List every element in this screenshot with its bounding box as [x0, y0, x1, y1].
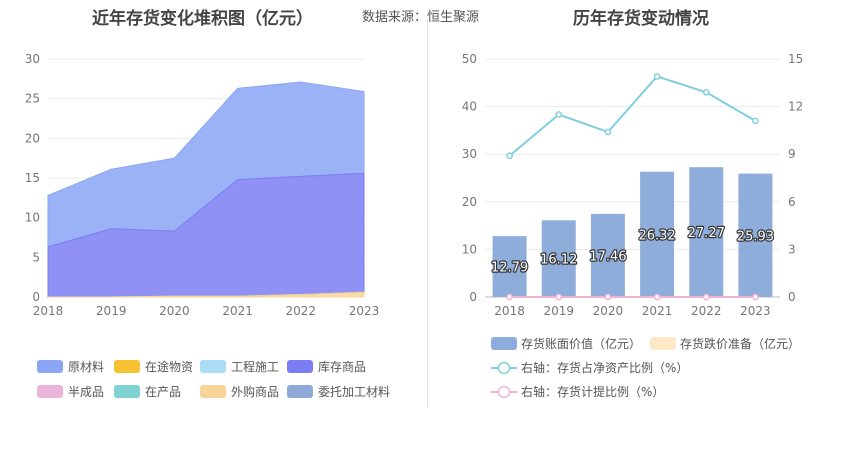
- point-line_provision: [506, 293, 513, 301]
- x-tick-label: 2021: [642, 304, 673, 318]
- bar-value-label: 25.93: [737, 229, 774, 244]
- bar-value-label: 17.46: [589, 249, 626, 264]
- data-source-name: 恒生聚源: [427, 10, 480, 25]
- y-tick-label: 15: [25, 171, 40, 185]
- area-purchased_goods: [48, 291, 365, 298]
- legend-label-construction: 工程施工: [231, 359, 279, 374]
- x-tick-label: 2018: [33, 304, 64, 318]
- point-line_ratio: [653, 73, 661, 80]
- legend-swatch-semi_finished: [37, 385, 63, 398]
- bar-2021: [640, 171, 675, 297]
- point-line_ratio: [702, 88, 710, 96]
- y-tick-label: 5: [32, 250, 40, 264]
- legend-label-raw_material: 原材料: [68, 360, 104, 374]
- stacked-area-chart: 0510152025302018 2019 2020 2021 2022 2023原材料在…: [25, 52, 390, 399]
- y-left-tick-label: 30: [462, 147, 477, 161]
- legend-label-bar_value: 存货账面价值（亿元）: [521, 336, 641, 351]
- x-tick-label: 2022: [286, 304, 317, 318]
- legend-label-finished_goods: 库存商品: [318, 359, 366, 374]
- y-tick-label: 25: [25, 92, 40, 106]
- point-line_provision: [653, 293, 661, 301]
- bar-2022: [689, 167, 724, 297]
- y-right-tick-label: 6: [788, 195, 796, 209]
- legend-marker-line_provision: [497, 385, 511, 399]
- legend-swatch-construction: [200, 360, 226, 373]
- x-tick-label: 2019: [543, 304, 574, 318]
- point-line_ratio: [506, 152, 513, 160]
- x-tick-label: 2020: [159, 304, 190, 318]
- x-tick-label: 2023: [349, 304, 380, 318]
- legend-swatch-raw_material: [37, 360, 63, 373]
- y-left-tick-label: 20: [462, 195, 477, 209]
- legend-label-purchased_goods: 外购商品: [231, 384, 279, 399]
- bar-2020: [590, 213, 625, 297]
- y-left-tick-label: 50: [462, 52, 477, 66]
- y-right-tick-label: 12: [788, 100, 803, 114]
- bar-2023: [738, 173, 773, 297]
- line-line_ratio: [508, 75, 756, 157]
- point-line_provision: [604, 293, 612, 301]
- x-tick-label: 2018: [494, 304, 525, 318]
- y-left-tick-label: 0: [469, 290, 477, 304]
- legend-label-line_ratio: 右轴：存货占净资产比例（%）: [521, 360, 688, 375]
- y-tick-label: 10: [25, 211, 40, 225]
- legend-swatch-consigned: [287, 385, 313, 398]
- legend-swatch-finished_goods: [287, 360, 313, 373]
- legend-swatch-purchased_goods: [200, 385, 226, 398]
- data-source: 数据来源：恒生聚源: [362, 6, 479, 25]
- legend-swatch-bar_reserve: [650, 337, 676, 350]
- x-tick-label: 2023: [740, 304, 771, 318]
- legend-label-semi_finished: 半成品: [68, 385, 104, 399]
- bar-value-label: 27.27: [688, 226, 725, 241]
- chart-divider: [427, 18, 428, 408]
- bar-value-label: 12.79: [491, 261, 528, 276]
- point-line_provision: [752, 293, 759, 301]
- bar-2018: [492, 236, 527, 297]
- point-line_ratio: [604, 128, 612, 136]
- point-line_ratio: [555, 111, 563, 118]
- y-left-tick-label: 10: [462, 242, 477, 256]
- y-right-tick-label: 15: [788, 52, 803, 66]
- legend-label-in_transit: 在途物资: [145, 359, 193, 374]
- y-right-tick-label: 9: [788, 147, 796, 161]
- y-right-tick-label: 3: [788, 242, 796, 256]
- x-tick-label: 2019: [96, 304, 127, 318]
- y-tick-label: 20: [25, 131, 40, 145]
- y-right-tick-label: 0: [788, 290, 796, 304]
- inventory-bar-line-chart: 0 10 20 30 40 50 0 3 6 9 12 15 2018 2019 2020 2021 2022 2…: [462, 52, 804, 399]
- bar-2019: [541, 220, 576, 297]
- point-line_ratio: [752, 117, 759, 125]
- y-left-tick-label: 40: [462, 100, 477, 114]
- legend-label-consigned: 委托加工材料: [318, 385, 390, 399]
- legend-label-bar_reserve: 存货跌价准备（亿元）: [680, 336, 800, 351]
- right-chart-title: 历年存货变动情况: [573, 9, 709, 29]
- legend-label-line_provision: 右轴：存货计提比例（%）: [521, 384, 664, 399]
- y-tick-label: 0: [32, 290, 40, 304]
- point-line_provision: [555, 293, 563, 301]
- legend-marker-line_ratio: [497, 361, 511, 375]
- x-tick-label: 2022: [691, 304, 722, 318]
- legend-label-in_production: 在产品: [145, 385, 181, 399]
- legend-swatch-in_transit: [114, 360, 140, 373]
- x-tick-label: 2020: [593, 304, 624, 318]
- y-tick-label: 30: [25, 52, 40, 66]
- bar-value-label: 16.12: [540, 253, 577, 268]
- left-chart-title: 近年存货变化堆积图（亿元）: [92, 9, 313, 29]
- bar-value-label: 26.32: [638, 228, 675, 243]
- legend-swatch-bar_value: [491, 337, 517, 350]
- point-line_provision: [702, 293, 710, 301]
- x-tick-label: 2021: [222, 304, 253, 318]
- data-source-label: 数据来源：: [362, 10, 428, 25]
- legend-swatch-in_production: [114, 385, 140, 398]
